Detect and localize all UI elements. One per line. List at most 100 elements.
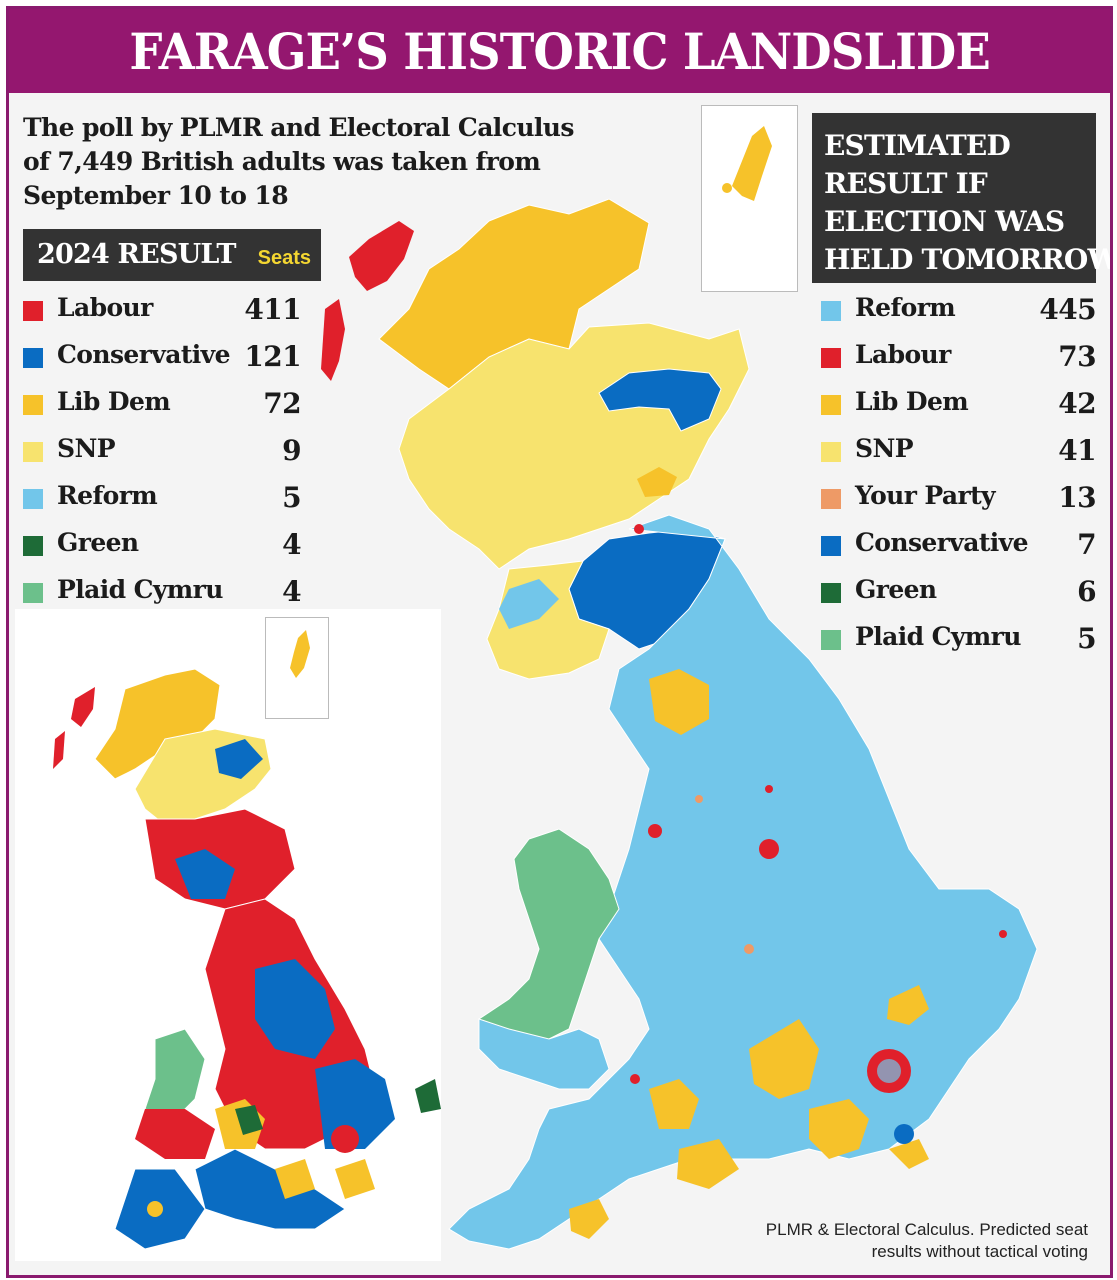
party-seats: 9 — [282, 434, 301, 467]
legend-row-est-plaid: Plaid Cymru 5 — [821, 622, 1097, 669]
party-seats: 411 — [244, 293, 301, 326]
estimate-legend: Reform 445 Labour 73 Lib Dem 42 SNP 41 Your … — [821, 293, 1097, 669]
map-region-leicester-yp — [695, 795, 703, 803]
party-name: SNP — [855, 434, 914, 463]
legend-row-est-green: Green 6 — [821, 575, 1097, 622]
party-seats: 7 — [1077, 528, 1096, 561]
map-region-surrey-libdem — [809, 1099, 869, 1159]
swatch-green — [23, 536, 43, 556]
party-seats: 5 — [282, 481, 301, 514]
map-region-wales — [478, 828, 620, 1050]
map-region-western-isles-south — [321, 299, 345, 381]
party-name: Plaid Cymru — [855, 622, 1021, 651]
party-seats: 5 — [1077, 622, 1096, 655]
map-region-cambs-libdem — [887, 985, 929, 1025]
party-seats: 73 — [1058, 340, 1096, 373]
estimate-title-line: ESTIMATED — [824, 129, 1011, 162]
estimate-title-line: HELD TOMORROW — [824, 243, 1113, 276]
party-name: Green — [855, 575, 937, 604]
map-region-edinburgh-lab — [634, 524, 644, 534]
party-name: Plaid Cymru — [57, 575, 223, 604]
legend-row-est-your-party: Your Party 13 — [821, 481, 1097, 528]
infographic-frame: FARAGE’S HISTORIC LANDSLIDE — [6, 6, 1113, 1278]
shetland-inset-estimate — [701, 105, 798, 292]
estimate-header: ESTIMATED RESULT IF ELECTION WAS HELD TO… — [812, 113, 1113, 283]
map-region-ayrshire — [499, 579, 559, 629]
map-region-hampshire-libdem — [677, 1139, 739, 1189]
legend-row-est-snp: SNP 41 — [821, 434, 1097, 481]
map-region-kent-con — [894, 1124, 914, 1144]
result-2024-map-panel — [15, 609, 441, 1261]
map-region-manchester-yp — [744, 944, 754, 954]
party-seats: 121 — [244, 340, 301, 373]
map-region-western-isles — [349, 221, 414, 291]
swatch-plaid — [821, 630, 841, 650]
legend-row-2024-green: Green 4 — [23, 528, 302, 575]
swatch-snp — [821, 442, 841, 462]
legend-row-est-conservative: Conservative 7 — [821, 528, 1097, 575]
party-name: Labour — [855, 340, 951, 369]
swatch-reform — [23, 489, 43, 509]
legend-row-2024-libdem: Lib Dem 72 — [23, 387, 302, 434]
swatch-green — [821, 583, 841, 603]
result-2024-seats-label: Seats — [257, 247, 311, 269]
party-seats: 72 — [263, 387, 301, 420]
source-line: PLMR & Electoral Calculus. Predicted sea… — [765, 1220, 1088, 1239]
map-region-london-inner — [877, 1059, 901, 1083]
swatch-libdem — [821, 395, 841, 415]
swatch-labour — [821, 348, 841, 368]
legend-row-est-reform: Reform 445 — [821, 293, 1097, 340]
headline: FARAGE’S HISTORIC LANDSLIDE — [129, 21, 990, 81]
source-note: PLMR & Electoral Calculus. Predicted sea… — [668, 1219, 1088, 1263]
result-2024-header: 2024 RESULT Seats — [23, 229, 321, 281]
party-name: Your Party — [855, 481, 996, 510]
legend-row-2024-reform: Reform 5 — [23, 481, 302, 528]
legend-row-2024-labour: Labour 411 — [23, 293, 302, 340]
party-name: Lib Dem — [855, 387, 969, 416]
party-seats: 6 — [1077, 575, 1096, 608]
party-name: Lib Dem — [57, 387, 171, 416]
party-seats: 4 — [282, 575, 301, 608]
map-region-aberdeenshire — [598, 368, 722, 432]
legend-row-2024-snp: SNP 9 — [23, 434, 302, 481]
swatch-labour — [23, 301, 43, 321]
map-region-sheffield — [759, 839, 779, 859]
party-name: Conservative — [855, 528, 1029, 557]
swatch-snp — [23, 442, 43, 462]
party-name: SNP — [57, 434, 116, 463]
swatch-plaid — [23, 583, 43, 603]
estimated-result-map — [321, 198, 1038, 1250]
party-seats: 445 — [1039, 293, 1096, 326]
legend-row-2024-plaid: Plaid Cymru 4 — [23, 575, 302, 622]
map-region-kent-libdem — [889, 1139, 929, 1169]
party-name: Green — [57, 528, 139, 557]
party-name: Labour — [57, 293, 153, 322]
map-region-lakes-libdem — [649, 669, 709, 735]
legend-row-2024-conservative: Conservative 121 — [23, 340, 302, 387]
shetland-inset-2024 — [265, 617, 329, 719]
result-2024-legend: Labour 411 Conservative 121 Lib Dem 72 SNP 9… — [23, 293, 302, 622]
party-seats: 41 — [1058, 434, 1096, 467]
map-region-devon-libdem — [569, 1199, 609, 1239]
swatch-your-party — [821, 489, 841, 509]
legend-row-est-libdem: Lib Dem 42 — [821, 387, 1097, 434]
legend-row-est-labour: Labour 73 — [821, 340, 1097, 387]
map-region-somerset-libdem — [649, 1079, 699, 1129]
swatch-libdem — [23, 395, 43, 415]
source-line: results without tactical voting — [871, 1242, 1088, 1261]
map-region-fife — [637, 467, 677, 497]
intro-text: The poll by PLMR and Electoral Calculus … — [23, 113, 574, 210]
map-region-norwich — [999, 930, 1007, 938]
party-name: Reform — [855, 293, 956, 322]
swatch-conservative — [821, 536, 841, 556]
map-region-oxford-libdem — [749, 1019, 819, 1099]
party-name: Conservative — [57, 340, 231, 369]
estimate-title-line: RESULT IF — [824, 167, 988, 200]
result-2024-map — [53, 668, 441, 1250]
estimate-title-line: ELECTION WAS — [824, 205, 1065, 238]
headline-banner: FARAGE’S HISTORIC LANDSLIDE — [9, 9, 1110, 93]
map-region-south-wales — [478, 1018, 610, 1090]
swatch-conservative — [23, 348, 43, 368]
result-2024-title: 2024 RESULT — [37, 239, 236, 270]
swatch-reform — [821, 301, 841, 321]
